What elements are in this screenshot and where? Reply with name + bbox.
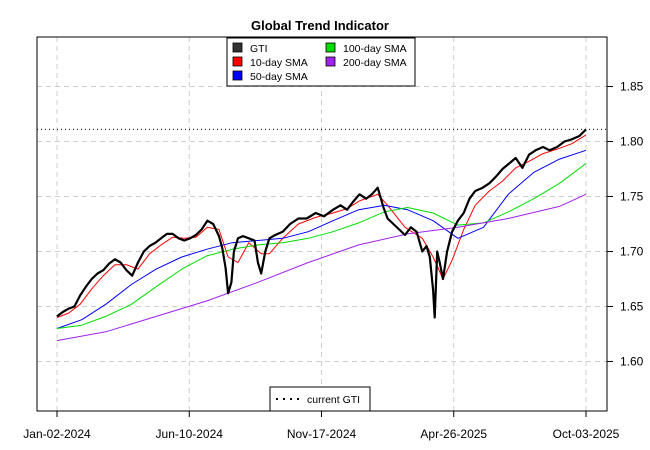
legend-swatch bbox=[325, 56, 336, 67]
legend-label: 50-day SMA bbox=[250, 71, 308, 83]
reference-line-legend: current GTI bbox=[269, 386, 371, 412]
legend: GTI 10-day SMA 50-day SMA 100-day SMA 200-da… bbox=[226, 37, 416, 87]
x-tick-label: Jun-10-2024 bbox=[156, 427, 224, 441]
grid-lines bbox=[37, 37, 607, 411]
y-axis: 1.60 1.65 1.70 1.75 1.80 1.85 bbox=[607, 80, 644, 369]
legend-label: GTI bbox=[250, 43, 268, 55]
legend-swatch bbox=[232, 56, 243, 67]
x-tick-label: Jan-02-2024 bbox=[23, 427, 91, 441]
chart-title: Global Trend Indicator bbox=[251, 18, 389, 33]
y-tick-label: 1.80 bbox=[620, 135, 644, 149]
reference-legend-box bbox=[269, 386, 371, 412]
series-lines bbox=[37, 128, 607, 342]
legend-label: 10-day SMA bbox=[250, 57, 308, 69]
series-line-200-day-sma bbox=[56, 193, 587, 342]
series-line-10-day-sma bbox=[56, 134, 587, 318]
y-tick-label: 1.70 bbox=[620, 245, 644, 259]
legend-label: 100-day SMA bbox=[343, 43, 407, 55]
series-line-50-day-sma bbox=[56, 149, 587, 329]
x-tick-label: Apr-26-2025 bbox=[420, 427, 487, 441]
legend-swatch bbox=[232, 42, 243, 53]
x-axis: Jan-02-2024 Jun-10-2024 Nov-17-2024 Apr-26-… bbox=[23, 411, 620, 441]
legend-label: 200-day SMA bbox=[343, 57, 407, 69]
legend-swatch bbox=[325, 42, 336, 53]
x-tick-label: Nov-17-2024 bbox=[287, 427, 357, 441]
reference-legend-label: current GTI bbox=[307, 394, 360, 406]
legend-box bbox=[226, 37, 416, 87]
y-tick-label: 1.60 bbox=[620, 355, 644, 369]
legend-swatch bbox=[232, 70, 243, 81]
y-tick-label: 1.65 bbox=[620, 300, 644, 314]
x-tick-label: Oct-03-2025 bbox=[553, 427, 620, 441]
series-line-gti bbox=[56, 128, 587, 319]
y-tick-label: 1.85 bbox=[620, 80, 644, 94]
y-tick-label: 1.75 bbox=[620, 190, 644, 204]
series-line-100-day-sma bbox=[56, 163, 587, 329]
